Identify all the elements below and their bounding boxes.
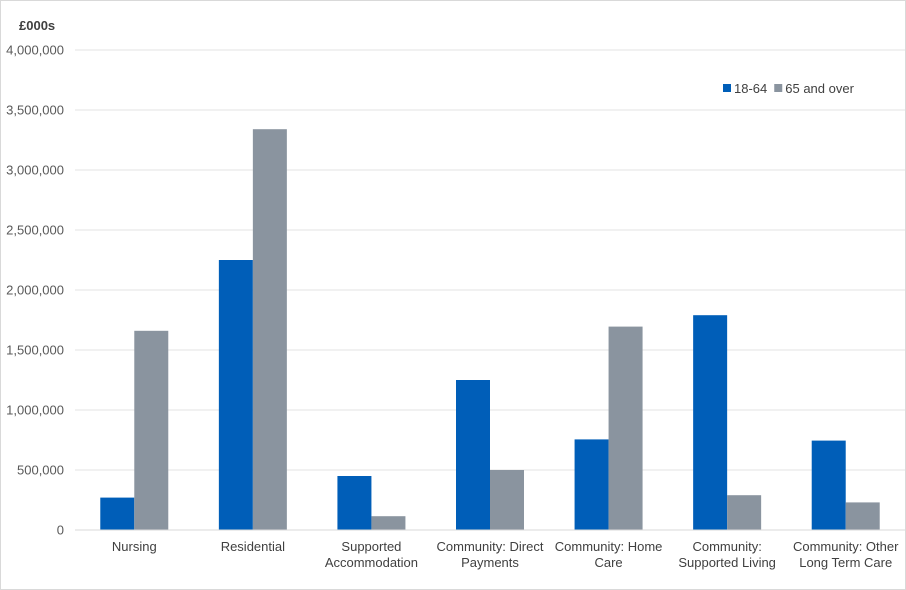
- bar-18-64: [456, 380, 490, 530]
- x-category-label: Community: Home: [555, 539, 663, 554]
- bar-65-and-over: [371, 516, 406, 530]
- x-category-label: Supported: [341, 539, 401, 554]
- legend-label: 18-64: [734, 81, 767, 96]
- bar-65-and-over: [727, 495, 762, 530]
- bar-18-64: [811, 440, 846, 530]
- y-tick-label: 1,500,000: [6, 343, 64, 358]
- bar-65-and-over: [608, 326, 643, 530]
- y-tick-label: 3,500,000: [6, 103, 64, 118]
- legend-swatch: [723, 84, 731, 92]
- bar-65-and-over: [845, 502, 880, 530]
- y-tick-label: 500,000: [17, 463, 64, 478]
- axes: 0 500,000 1,000,000 1,500,000 2,000,000 2,500…: [6, 43, 905, 570]
- y-tick-label: 2,500,000: [6, 223, 64, 238]
- x-category-label: Payments: [461, 555, 519, 570]
- legend-label: 65 and over: [785, 81, 854, 96]
- gridlines: [75, 49, 905, 471]
- y-axis-unit-label: £000s: [19, 18, 55, 33]
- bar-65-and-over: [490, 470, 524, 530]
- legend-swatch: [774, 84, 783, 92]
- x-category-label: Community: Direct: [437, 539, 544, 554]
- bar-18-64: [337, 476, 372, 530]
- y-tick-label: 3,000,000: [6, 163, 64, 178]
- x-category-label: Care: [594, 555, 622, 570]
- bar-18-64: [100, 497, 135, 530]
- legend: 18-64 65 and over: [723, 81, 855, 96]
- x-category-label: Residential: [221, 539, 285, 554]
- x-category-label: Community: Other: [793, 539, 899, 554]
- y-tick-label: 2,000,000: [6, 283, 64, 298]
- bars: [100, 129, 880, 530]
- y-tick-label: 1,000,000: [6, 403, 64, 418]
- y-tick-label: 4,000,000: [6, 43, 64, 58]
- bar-65-and-over: [252, 129, 287, 530]
- x-category-label: Community:: [692, 539, 761, 554]
- bar-18-64: [218, 260, 253, 530]
- x-category-label: Supported Living: [678, 555, 776, 570]
- bar-18-64: [574, 439, 609, 530]
- x-category-label: Accommodation: [325, 555, 418, 570]
- bar-65-and-over: [134, 330, 169, 530]
- x-category-label: Long Term Care: [799, 555, 892, 570]
- y-tick-label: 0: [57, 523, 64, 538]
- x-category-label: Nursing: [112, 539, 157, 554]
- bar-18-64: [693, 315, 728, 530]
